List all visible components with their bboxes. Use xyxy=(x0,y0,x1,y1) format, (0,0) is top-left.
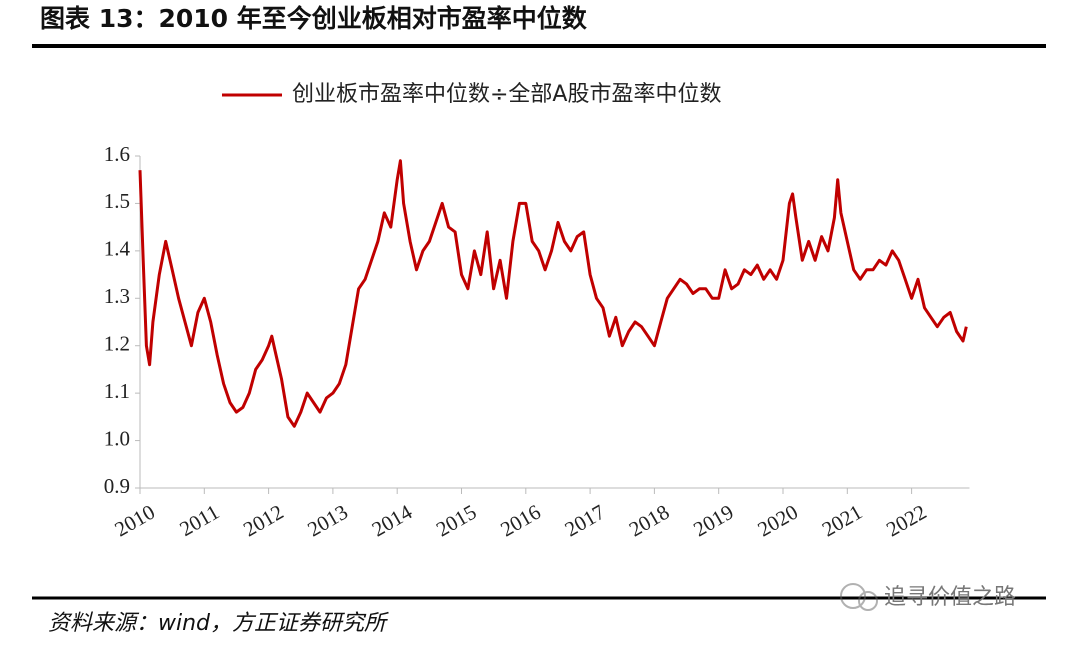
page-title: 图表 13：2010 年至今创业板相对市盈率中位数 xyxy=(40,4,588,33)
y-tick-label: 1.0 xyxy=(104,426,130,450)
x-tick-label: 2017 xyxy=(561,500,609,542)
x-tick-label: 2016 xyxy=(496,500,544,542)
source-note: 资料来源：wind，方正证券研究所 xyxy=(48,611,389,636)
y-tick-label: 1.1 xyxy=(104,379,130,403)
x-tick-label: 2020 xyxy=(754,500,802,542)
legend-label: 创业板市盈率中位数÷全部A股市盈率中位数 xyxy=(292,82,722,107)
x-tick-label: 2014 xyxy=(368,499,417,541)
series-line xyxy=(138,159,968,428)
y-tick-label: 1.6 xyxy=(104,142,130,166)
y-tick-label: 1.4 xyxy=(104,237,131,261)
x-tick-label: 2010 xyxy=(111,500,159,542)
x-tick-label: 2021 xyxy=(818,500,866,542)
y-tick-label: 0.9 xyxy=(104,474,130,498)
y-tick-label: 1.2 xyxy=(104,332,130,356)
x-tick-label: 2012 xyxy=(239,500,287,542)
x-tick-label: 2018 xyxy=(625,500,673,542)
x-tick-label: 2022 xyxy=(882,500,930,542)
watermark-icon xyxy=(840,583,878,611)
watermark: 追寻价值之路 xyxy=(884,585,1016,610)
y-tick-label: 1.5 xyxy=(104,189,130,213)
x-tick-label: 2019 xyxy=(689,500,737,542)
y-tick-label: 1.3 xyxy=(104,284,130,308)
x-tick-label: 2015 xyxy=(432,500,480,542)
x-tick-label: 2011 xyxy=(175,500,223,541)
x-tick-label: 2013 xyxy=(303,500,351,542)
